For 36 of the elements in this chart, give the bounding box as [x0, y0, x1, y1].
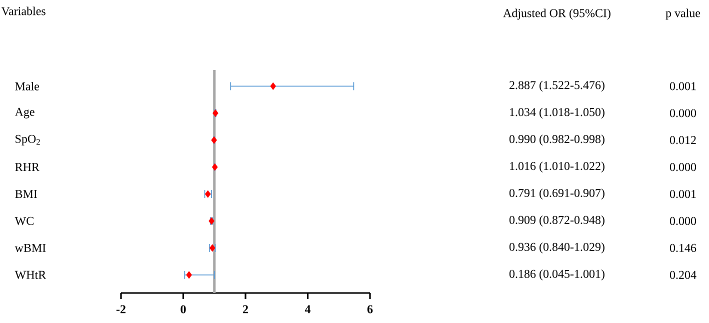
- text: 0.012: [670, 136, 696, 144]
- y-tick-label: WC: [14, 216, 34, 226]
- y-tick-label: Male: [15, 82, 40, 90]
- data-label: 0.990 (0.982-0.998): [509, 134, 604, 146]
- data-label: 0.186 (0.045-1.001): [509, 269, 604, 280]
- y-tick-label: Age: [14, 108, 34, 118]
- text: 0.204: [670, 270, 696, 280]
- text: 0.000: [670, 162, 696, 172]
- point: [212, 163, 218, 171]
- point: [212, 109, 218, 117]
- data-label: 1.034 (1.018-1.050): [510, 108, 604, 119]
- y-tick-label: BMI: [15, 190, 38, 198]
- data-label: 0.791 (0.691-0.907): [509, 188, 604, 200]
- text: 0.001: [670, 82, 696, 90]
- data-label: 0.936 (0.840-1.029): [509, 242, 604, 254]
- x-tick-label: -2: [116, 305, 126, 314]
- text: 0.000: [670, 216, 696, 226]
- point: [270, 82, 276, 90]
- y-tick-label: WHtR: [14, 270, 46, 279]
- x-tick-label: 6: [367, 305, 373, 314]
- data-label: 2.887 (1.522-5.476): [510, 80, 604, 92]
- y-tick-label: wBMI: [14, 244, 46, 252]
- text: Variables: [1, 6, 46, 16]
- y-tick-label: SpO$_{2}$: [16, 134, 40, 146]
- x-tick-label: 4: [304, 305, 311, 314]
- x-tick-label: 2: [243, 305, 248, 314]
- text: 0.001: [670, 190, 696, 198]
- text: 0.000: [670, 109, 696, 118]
- data-label: 1.016 (1.010-1.022): [510, 162, 604, 173]
- y-tick-label: RHR: [15, 163, 40, 171]
- point: [211, 136, 217, 144]
- text: Adjusted OR (95%CI): [503, 8, 610, 20]
- text: p value: [666, 8, 700, 20]
- x-tick-label: 0: [180, 305, 186, 314]
- data-label: 0.909 (0.872-0.948): [509, 216, 604, 226]
- text: 0.146: [670, 244, 696, 252]
